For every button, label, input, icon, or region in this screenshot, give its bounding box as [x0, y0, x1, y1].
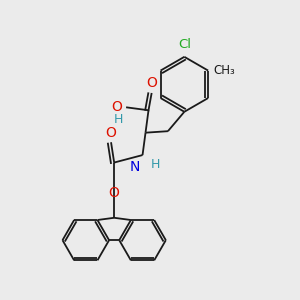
- Text: N: N: [129, 160, 140, 174]
- Text: CH₃: CH₃: [214, 64, 235, 77]
- Text: O: O: [146, 76, 157, 90]
- Text: O: O: [112, 100, 122, 114]
- Text: O: O: [108, 185, 119, 200]
- Text: Cl: Cl: [178, 38, 191, 52]
- Text: O: O: [106, 125, 117, 140]
- Text: H: H: [114, 113, 123, 126]
- Text: H: H: [151, 158, 160, 171]
